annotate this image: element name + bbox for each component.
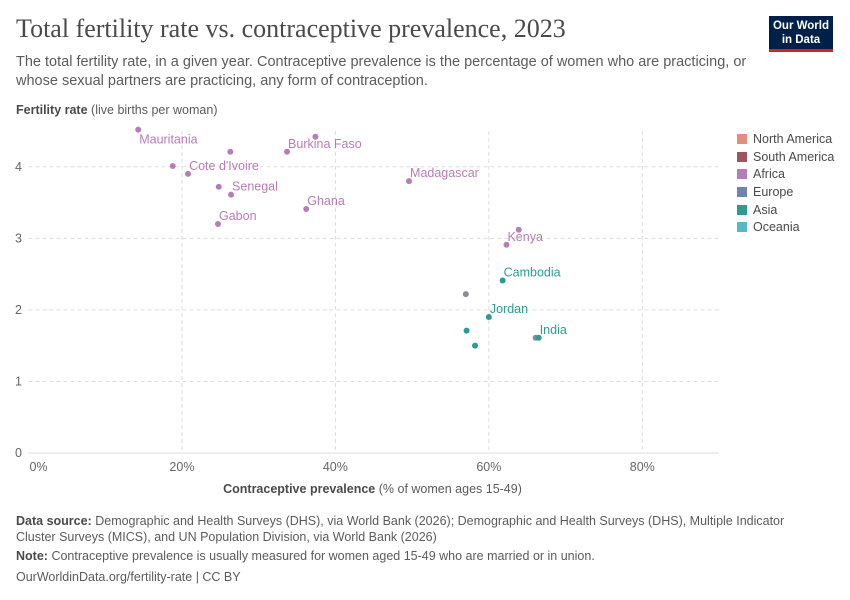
legend-label: Europe <box>753 184 794 199</box>
x-tick-label: 40% <box>323 460 348 474</box>
point-label: Ghana <box>307 194 345 208</box>
data-point <box>463 327 470 334</box>
source-url[interactable]: OurWorldinData.org/fertility-rate | CC B… <box>16 570 241 584</box>
legend-swatch <box>737 169 747 180</box>
y-tick-label: 4 <box>15 160 22 174</box>
data-point <box>284 148 291 155</box>
point-label: Kenya <box>507 230 542 244</box>
legend-swatch <box>737 133 747 144</box>
point-label: Madagascar <box>410 166 479 180</box>
data-point <box>406 178 413 185</box>
y-tick-label: 2 <box>15 303 22 317</box>
legend-swatch <box>737 222 747 233</box>
chart-subtitle: The total fertility rate, in a given yea… <box>16 54 747 89</box>
point-label: India <box>540 323 567 337</box>
data-point <box>227 148 234 155</box>
point-label: Mauritania <box>139 133 197 147</box>
data-source: Data source: Demographic and Health Surv… <box>16 514 785 544</box>
data-point <box>215 221 222 228</box>
point-label: Burkina Faso <box>288 137 362 151</box>
x-tick-label: 0% <box>29 460 47 474</box>
legend-item[interactable]: South America <box>737 148 834 166</box>
x-tick-label: 60% <box>476 460 501 474</box>
data-point <box>515 226 522 233</box>
data-point <box>499 277 506 284</box>
legend-label: North America <box>753 131 833 146</box>
x-tick-label: 20% <box>169 460 194 474</box>
y-tick-label: 0 <box>15 446 22 460</box>
data-point <box>462 291 469 298</box>
data-point <box>472 342 479 349</box>
legend-label: Africa <box>753 167 785 182</box>
data-point <box>312 133 319 140</box>
y-axis-label: Fertility rate (live births per woman) <box>16 103 218 117</box>
point-label: Senegal <box>232 180 278 194</box>
owid-logo[interactable]: Our World in Data <box>769 16 833 52</box>
legend-item[interactable]: Africa <box>737 165 834 183</box>
legend-swatch <box>737 204 747 215</box>
x-tick-label: 80% <box>630 460 655 474</box>
legend-swatch <box>737 151 747 162</box>
legend-label: Oceania <box>753 220 800 235</box>
y-tick-label: 3 <box>15 231 22 245</box>
data-point <box>485 314 492 321</box>
legend-item[interactable]: Asia <box>737 201 834 219</box>
data-point <box>215 183 222 190</box>
legend-item[interactable]: North America <box>737 130 834 148</box>
legend-label: South America <box>753 149 835 164</box>
legend-swatch <box>737 186 747 197</box>
data-point <box>303 205 310 212</box>
data-point <box>535 334 542 341</box>
data-point <box>169 163 176 170</box>
legend-item[interactable]: Oceania <box>737 218 834 236</box>
point-label: Gabon <box>219 209 257 223</box>
data-point <box>185 170 192 177</box>
legend-label: Asia <box>753 202 778 217</box>
legend-item[interactable]: Europe <box>737 183 834 201</box>
y-tick-label: 1 <box>15 374 22 388</box>
data-point <box>228 191 235 198</box>
legend: North America South America Africa Europe As… <box>737 130 834 236</box>
point-label: Cambodia <box>504 266 561 280</box>
point-label: Cote d'Ivoire <box>189 159 259 173</box>
x-axis-label: Contraceptive prevalence (% of women age… <box>223 482 522 496</box>
data-point <box>503 241 510 248</box>
point-label: Jordan <box>490 302 528 316</box>
data-point <box>135 126 142 133</box>
chart-title: Total fertility rate vs. contraceptive p… <box>16 14 566 43</box>
note: Note: Contraceptive prevalence is usuall… <box>16 549 595 563</box>
